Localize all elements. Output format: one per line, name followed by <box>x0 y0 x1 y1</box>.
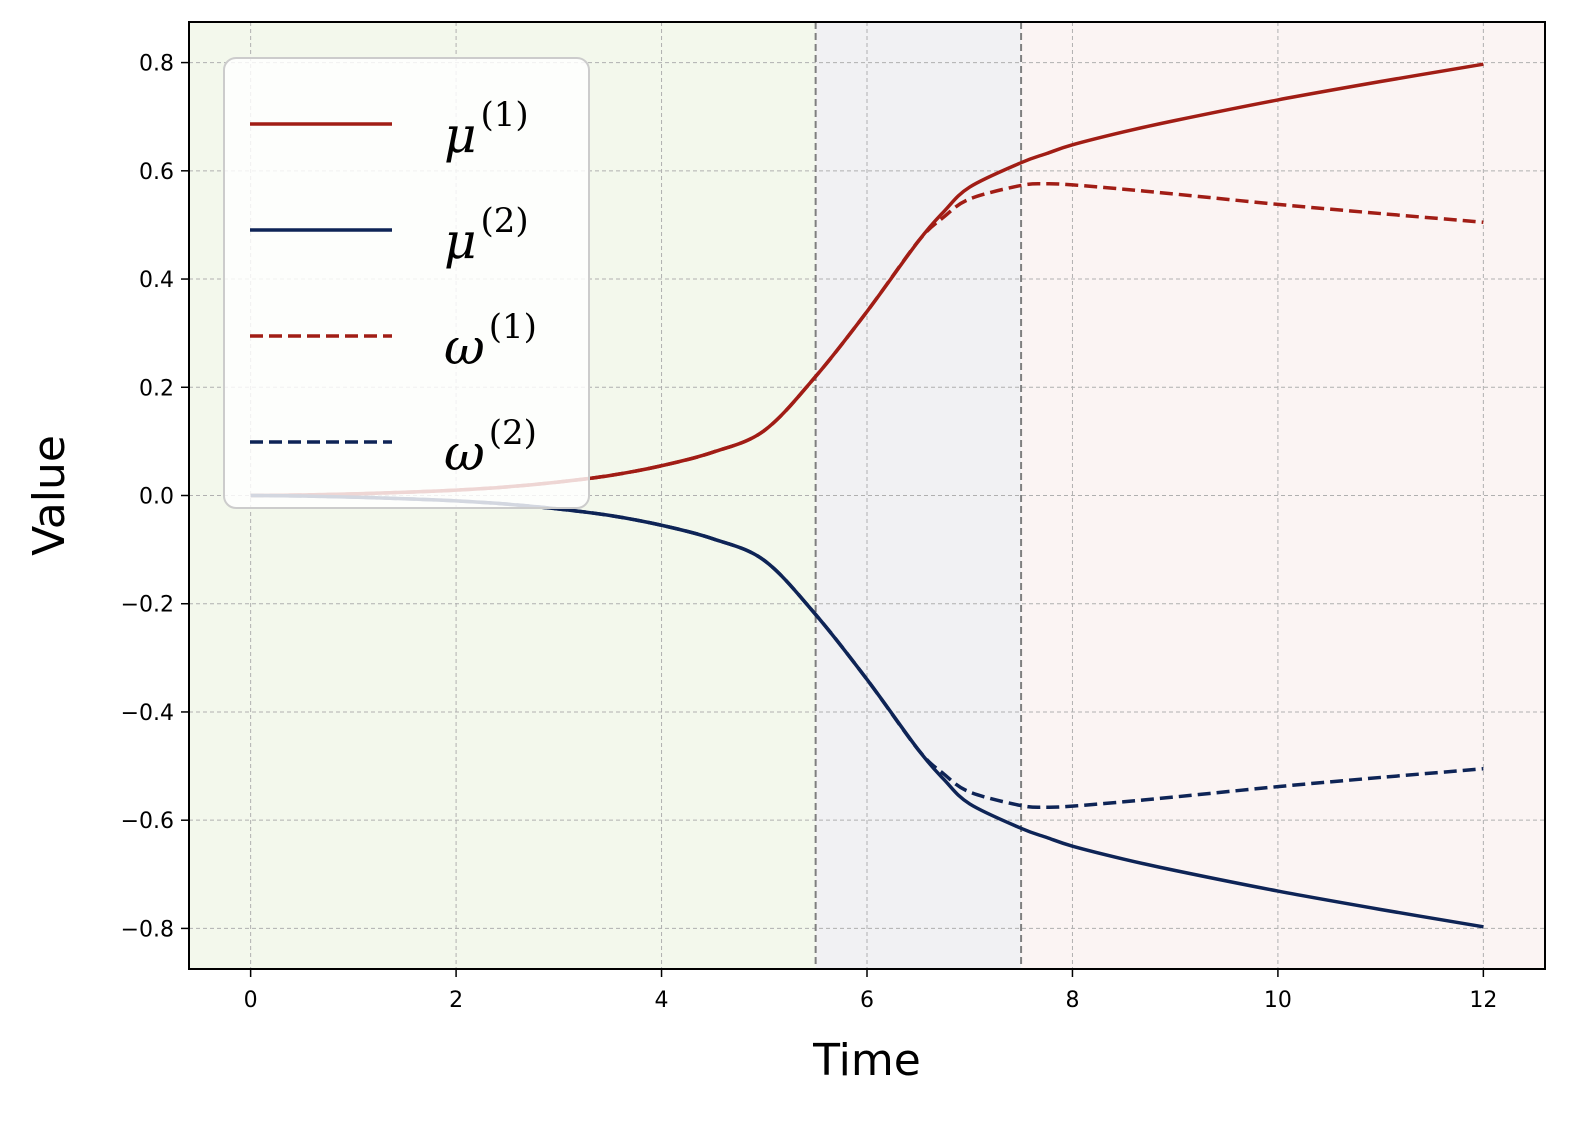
legend-label: ω (1) <box>444 307 537 376</box>
legend-superscript: (1) <box>481 95 529 135</box>
legend-superscript: (2) <box>481 201 529 241</box>
y-tick-label: 0.0 <box>139 485 174 510</box>
y-tick-label: −0.4 <box>121 701 174 726</box>
phase-lines <box>814 22 1023 969</box>
y-tick-label: −0.2 <box>121 593 174 618</box>
y-tick-label: 0.4 <box>139 268 174 293</box>
legend-symbol: μ <box>444 106 477 164</box>
x-tick-label: 8 <box>1065 988 1079 1013</box>
legend-label: ω (2) <box>444 413 537 482</box>
legend-symbol: ω <box>444 424 485 482</box>
x-tick-label: 2 <box>449 988 463 1013</box>
legend-label: μ (1) <box>444 95 529 164</box>
series-line-omega-1 <box>250 181 1484 498</box>
y-tick-label: 0.8 <box>139 52 174 77</box>
y-tick-label: −0.6 <box>121 809 174 834</box>
x-tick-label: 4 <box>655 988 669 1013</box>
grid <box>189 22 1545 969</box>
y-axis-title: Value <box>24 435 75 556</box>
y-tick-label: −0.8 <box>121 917 174 942</box>
legend-symbol: ω <box>444 318 485 376</box>
x-tick-label: 6 <box>860 988 874 1013</box>
x-axis-ticks: 0 2 4 6 8 10 12 <box>244 969 1497 1013</box>
legend-label: μ (2) <box>444 201 529 270</box>
y-tick-label: 0.6 <box>139 160 174 185</box>
legend-symbol: μ <box>444 212 477 270</box>
x-tick-label: 12 <box>1469 988 1497 1013</box>
x-tick-label: 0 <box>244 988 258 1013</box>
y-tick-label: 0.2 <box>139 376 174 401</box>
series-line-omega-2 <box>250 493 1484 810</box>
x-tick-label: 10 <box>1264 988 1292 1013</box>
legend: μ (1)μ (2)ω (1)ω (2) <box>223 57 590 509</box>
x-axis-title: Time <box>812 1035 921 1086</box>
y-axis-ticks: −0.8 −0.6 −0.4 −0.2 0.0 0.2 0.4 0.6 0.8 <box>121 52 189 942</box>
legend-box <box>223 57 590 509</box>
legend-superscript: (1) <box>489 307 537 347</box>
legend-superscript: (2) <box>489 413 537 453</box>
